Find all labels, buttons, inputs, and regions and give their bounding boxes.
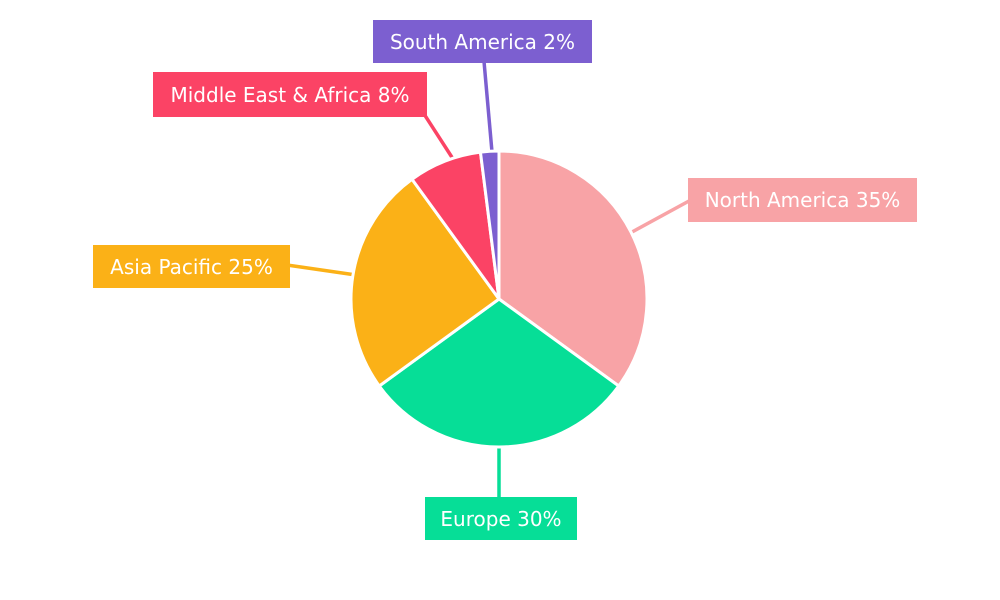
pie-slice-north-america[interactable] xyxy=(497,149,649,388)
pie-slice-asia-pacific[interactable] xyxy=(349,177,501,388)
label-asia-pacific: Asia Pacific 25% xyxy=(93,245,290,288)
label-north-america: North America 35% xyxy=(688,178,917,222)
pie-slice-south-america[interactable] xyxy=(478,149,501,301)
pie-slice-europe[interactable] xyxy=(377,297,621,449)
label-middle-east-africa: Middle East & Africa 8% xyxy=(153,72,427,117)
leader-line-south-america xyxy=(481,49,494,153)
label-south-america: South America 2% xyxy=(373,20,592,63)
leader-line-asia-pacific xyxy=(279,262,357,277)
label-europe: Europe 30% xyxy=(425,497,577,540)
